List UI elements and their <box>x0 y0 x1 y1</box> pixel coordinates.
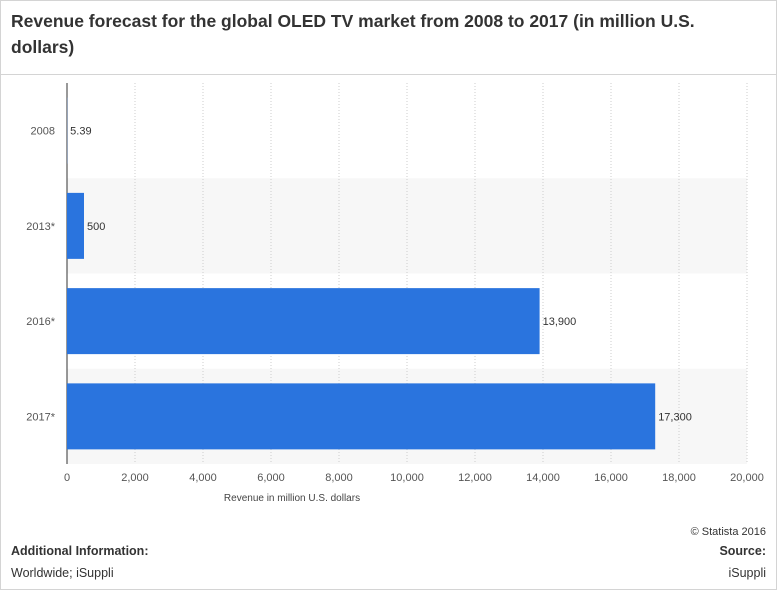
additional-info-text: Worldwide; iSuppli <box>11 566 114 580</box>
x-tick-label: 8,000 <box>325 472 353 484</box>
bar <box>67 383 656 450</box>
source-text: iSuppli <box>728 566 766 580</box>
x-axis-title: Revenue in million U.S. dollars <box>224 493 360 504</box>
data-label: 13,900 <box>543 316 577 328</box>
x-tick-label: 12,000 <box>458 472 492 484</box>
source-label[interactable]: Source: <box>719 544 766 558</box>
chart-title: Revenue forecast for the global OLED TV … <box>11 11 695 57</box>
x-tick-label: 14,000 <box>526 472 560 484</box>
additional-info-label[interactable]: Additional Information: <box>11 544 149 558</box>
bar-chart: 2008 5.39 2013* 500 2016* 13,900 2017* 17,300 0 2… <box>26 83 764 504</box>
x-tick-label: 18,000 <box>662 472 696 484</box>
statista-credit[interactable]: © Statista 2016 <box>690 526 766 538</box>
bar <box>67 288 540 355</box>
row-band <box>67 178 747 274</box>
x-tick-label: 20,000 <box>730 472 764 484</box>
data-label: 17,300 <box>658 411 692 423</box>
x-tick-label: 16,000 <box>594 472 628 484</box>
category-label: 2017* <box>26 411 55 423</box>
x-tick-label: 0 <box>64 472 70 484</box>
data-label: 5.39 <box>70 126 91 138</box>
bar <box>67 192 84 259</box>
data-label: 500 <box>87 221 105 233</box>
title-divider <box>0 74 777 75</box>
category-label: 2013* <box>26 221 55 233</box>
x-tick-label: 2,000 <box>121 472 149 484</box>
x-tick-label: 10,000 <box>390 472 424 484</box>
category-label: 2016* <box>26 316 55 328</box>
x-tick-label: 6,000 <box>257 472 285 484</box>
category-label: 2008 <box>31 126 55 138</box>
x-tick-label: 4,000 <box>189 472 217 484</box>
